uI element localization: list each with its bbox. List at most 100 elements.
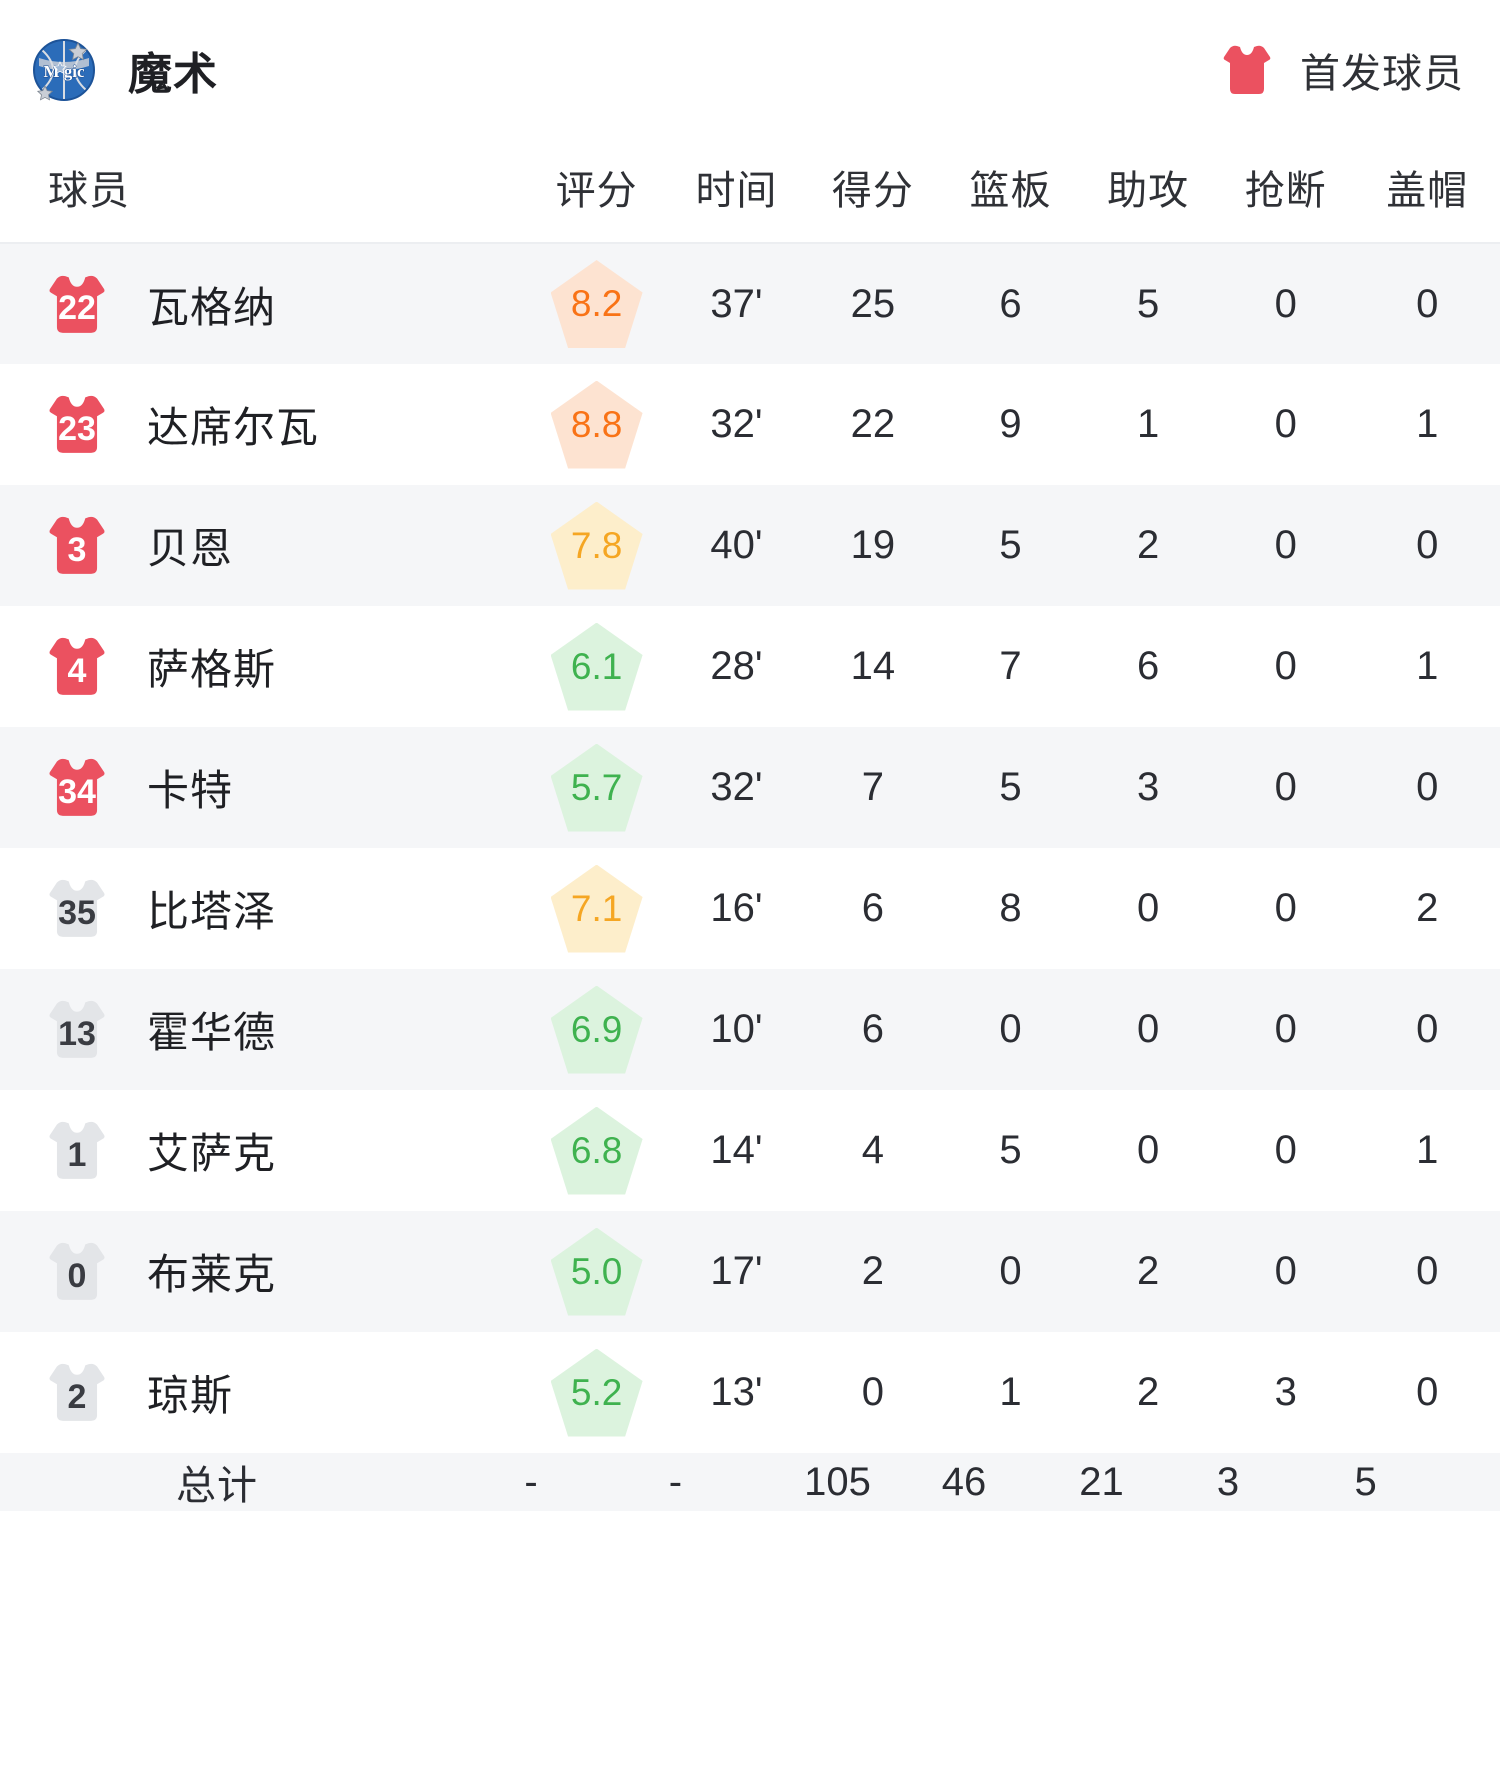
rebounds-cell: 1 (999, 1370, 1022, 1414)
table-row[interactable]: 34 卡特 5.7 32' 7 5 3 0 0 (0, 727, 1500, 848)
steals-cell: 3 (1274, 1370, 1297, 1414)
starter-jersey-icon: 4 (45, 637, 109, 696)
table-row[interactable]: 4 萨格斯 6.1 28' 14 7 6 0 1 (0, 606, 1500, 727)
rating-value: 6.1 (570, 645, 623, 687)
rating-cell: 7.8 (524, 485, 668, 606)
rating-badge: 8.8 (550, 380, 643, 469)
rating-value: 8.8 (570, 403, 623, 445)
table-row[interactable]: 23 达席尔瓦 8.8 32' 22 9 1 0 1 (0, 364, 1500, 485)
totals-assists: 21 (1079, 1459, 1124, 1504)
blocks-cell: 0 (1416, 523, 1439, 567)
minutes-cell: 10' (710, 1007, 763, 1051)
minutes-cell: 14' (710, 1128, 763, 1172)
starter-jersey-icon: 3 (45, 516, 109, 575)
table-footer: 总计 - - 105 46 21 3 5 (0, 1453, 1500, 1511)
totals-label: 总计 (176, 1464, 258, 1508)
minutes-cell: 37' (710, 281, 763, 326)
column-header-points[interactable]: 得分 (831, 169, 914, 213)
team-name: 魔术 (128, 50, 218, 99)
player-cell[interactable]: 34 卡特 (0, 727, 524, 848)
jersey-number: 4 (67, 651, 87, 690)
rating-cell: 6.8 (524, 1090, 668, 1211)
totals-points: 105 (804, 1459, 871, 1504)
blocks-cell: 0 (1416, 765, 1439, 809)
points-cell: 6 (861, 1007, 885, 1051)
minutes-cell: 32' (710, 402, 763, 446)
player-name: 布莱克 (147, 1251, 277, 1298)
player-name: 贝恩 (147, 525, 234, 572)
player-name: 比塔泽 (147, 888, 277, 935)
rating-value: 6.8 (570, 1129, 623, 1171)
player-cell[interactable]: 1 艾萨克 (0, 1090, 524, 1211)
steals-cell: 0 (1274, 1007, 1297, 1051)
team-identity[interactable]: M gic 魔术 (30, 36, 218, 104)
player-cell[interactable]: 22 瓦格纳 (0, 243, 524, 364)
totals-minutes: - (668, 1459, 683, 1504)
player-cell[interactable]: 2 琼斯 (0, 1332, 524, 1453)
jersey-number: 3 (67, 530, 87, 569)
assists-cell: 3 (1136, 765, 1160, 809)
rating-value: 8.2 (570, 283, 623, 324)
steals-cell: 0 (1274, 281, 1297, 326)
column-header-rebounds[interactable]: 篮板 (969, 169, 1052, 213)
jersey-number: 0 (67, 1256, 87, 1295)
jersey-number: 1 (67, 1135, 87, 1174)
minutes-cell: 17' (710, 1249, 763, 1293)
rating-value: 5.2 (570, 1371, 623, 1413)
points-cell: 14 (850, 644, 896, 688)
rebounds-cell: 0 (999, 1007, 1022, 1051)
column-header-blocks[interactable]: 盖帽 (1386, 169, 1469, 213)
rebounds-cell: 8 (999, 886, 1022, 930)
column-header-steals[interactable]: 抢断 (1244, 169, 1327, 213)
rating-badge: 6.8 (550, 1106, 643, 1195)
column-header-player[interactable]: 球员 (48, 169, 130, 213)
assists-cell: 2 (1136, 523, 1160, 567)
rating-badge: 6.9 (550, 985, 643, 1074)
rating-cell: 8.2 (524, 243, 668, 364)
player-name: 霍华德 (147, 1009, 277, 1056)
rating-cell: 8.8 (524, 364, 668, 485)
table-row[interactable]: 3 贝恩 7.8 40' 19 5 2 0 0 (0, 485, 1500, 606)
column-header-rating[interactable]: 评分 (555, 169, 638, 213)
rating-value: 5.7 (570, 766, 623, 808)
assists-cell: 2 (1136, 1370, 1160, 1414)
starter-jersey-icon: 22 (45, 275, 109, 334)
legend-label: 首发球员 (1300, 52, 1464, 96)
bench-jersey-icon: 0 (45, 1242, 109, 1301)
player-cell[interactable]: 4 萨格斯 (0, 606, 524, 727)
starter-jersey-icon (1220, 45, 1274, 95)
table-header-row: 球员 评分 时间 得分 篮板 助攻 抢断 盖帽 (0, 140, 1500, 243)
player-cell[interactable]: 23 达席尔瓦 (0, 364, 524, 485)
table-row[interactable]: 35 比塔泽 7.1 16' 6 8 0 0 2 (0, 848, 1500, 969)
player-cell[interactable]: 35 比塔泽 (0, 848, 524, 969)
blocks-cell: 1 (1416, 644, 1439, 688)
table-row[interactable]: 0 布莱克 5.0 17' 2 0 2 0 0 (0, 1211, 1500, 1332)
column-header-minutes[interactable]: 时间 (695, 169, 778, 213)
table-row[interactable]: 1 艾萨克 6.8 14' 4 5 0 0 1 (0, 1090, 1500, 1211)
player-name: 瓦格纳 (147, 283, 277, 331)
rating-value: 5.0 (570, 1250, 623, 1292)
column-header-assists[interactable]: 助攻 (1107, 169, 1190, 213)
player-cell[interactable]: 0 布莱克 (0, 1211, 524, 1332)
table-row[interactable]: 13 霍华德 6.9 10' 6 0 0 0 0 (0, 969, 1500, 1090)
rating-value: 7.8 (570, 524, 623, 566)
rebounds-cell: 5 (999, 1128, 1022, 1172)
rating-badge: 8.2 (550, 260, 643, 348)
steals-cell: 0 (1274, 886, 1297, 930)
assists-cell: 2 (1136, 1249, 1160, 1293)
jersey-number: 35 (58, 893, 96, 932)
player-cell[interactable]: 13 霍华德 (0, 969, 524, 1090)
blocks-cell: 1 (1416, 402, 1439, 446)
assists-cell: 0 (1136, 1128, 1160, 1172)
points-cell: 25 (850, 281, 896, 326)
rebounds-cell: 0 (999, 1249, 1022, 1293)
table-row[interactable]: 22 瓦格纳 8.2 37' 25 6 5 0 0 (0, 243, 1500, 364)
player-cell[interactable]: 3 贝恩 (0, 485, 524, 606)
player-name: 艾萨克 (147, 1130, 277, 1177)
jersey-number: 23 (58, 409, 96, 448)
minutes-cell: 40' (710, 523, 763, 567)
table-row[interactable]: 2 琼斯 5.2 13' 0 1 2 3 0 (0, 1332, 1500, 1453)
starters-legend: 首发球员 (1220, 41, 1476, 99)
points-cell: 2 (861, 1249, 885, 1293)
